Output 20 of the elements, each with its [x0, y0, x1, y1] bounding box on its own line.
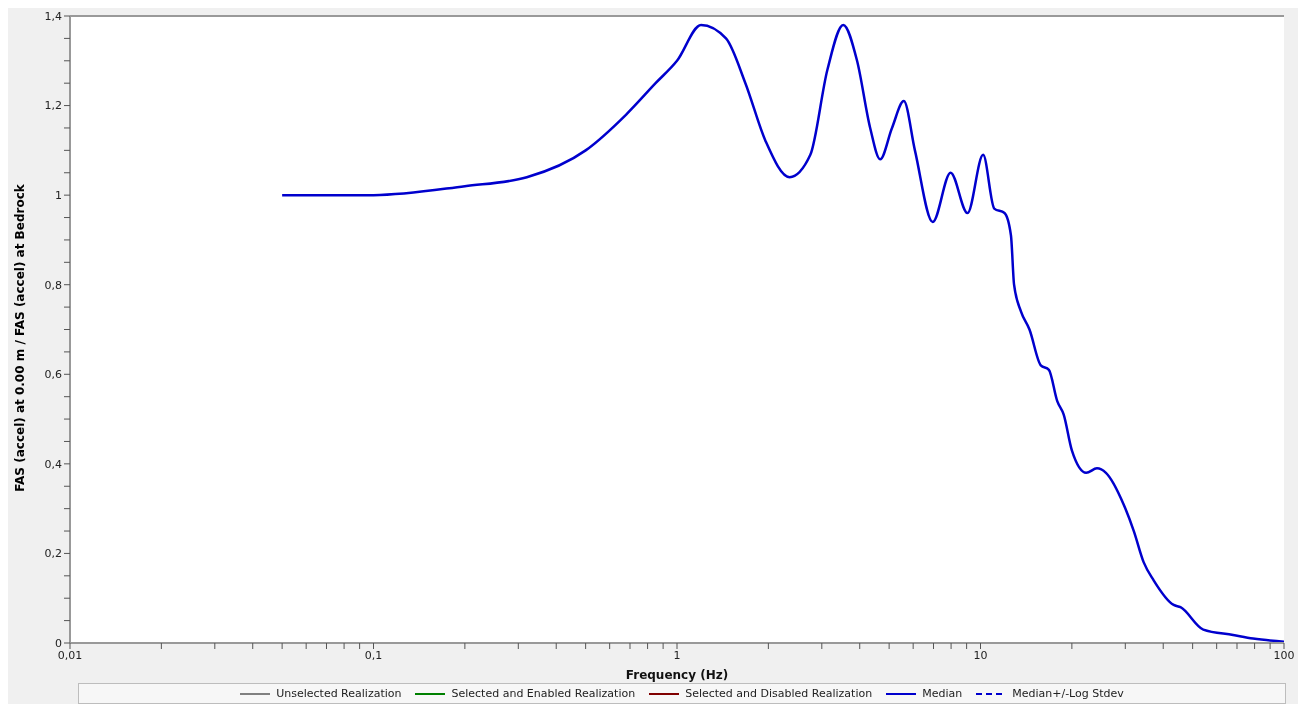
legend-label: Selected and Disabled Realization: [685, 687, 873, 700]
y-tick-label: 0,4: [44, 457, 62, 471]
x-tick-label: 0,1: [364, 648, 383, 662]
y-tick-label: 1: [55, 189, 62, 203]
legend-label: Selected and Enabled Realization: [451, 687, 636, 700]
y-axis-title: FAS (accel) at 0.00 m / FAS (accel) at Bedrock: [13, 183, 27, 492]
x-axis-title: Frequency (Hz): [625, 668, 729, 682]
y-tick-label: 0: [55, 636, 62, 650]
x-tick-label: 1: [673, 648, 681, 662]
x-tick-label: 0,01: [57, 648, 83, 662]
x-tick-label: 100: [1273, 648, 1295, 662]
y-tick-label: 0,6: [44, 368, 62, 382]
y-tick-label: 1,4: [44, 9, 62, 23]
y-tick-label: 1,2: [44, 99, 62, 113]
legend-label: Unselected Realization: [276, 687, 402, 700]
x-tick-label: 10: [973, 648, 988, 662]
legend-label: Median+/-Log Stdev: [1012, 687, 1124, 700]
y-tick-label: 0,2: [44, 547, 62, 561]
y-tick-label: 0,8: [44, 278, 62, 292]
legend-label: Median: [922, 687, 963, 700]
